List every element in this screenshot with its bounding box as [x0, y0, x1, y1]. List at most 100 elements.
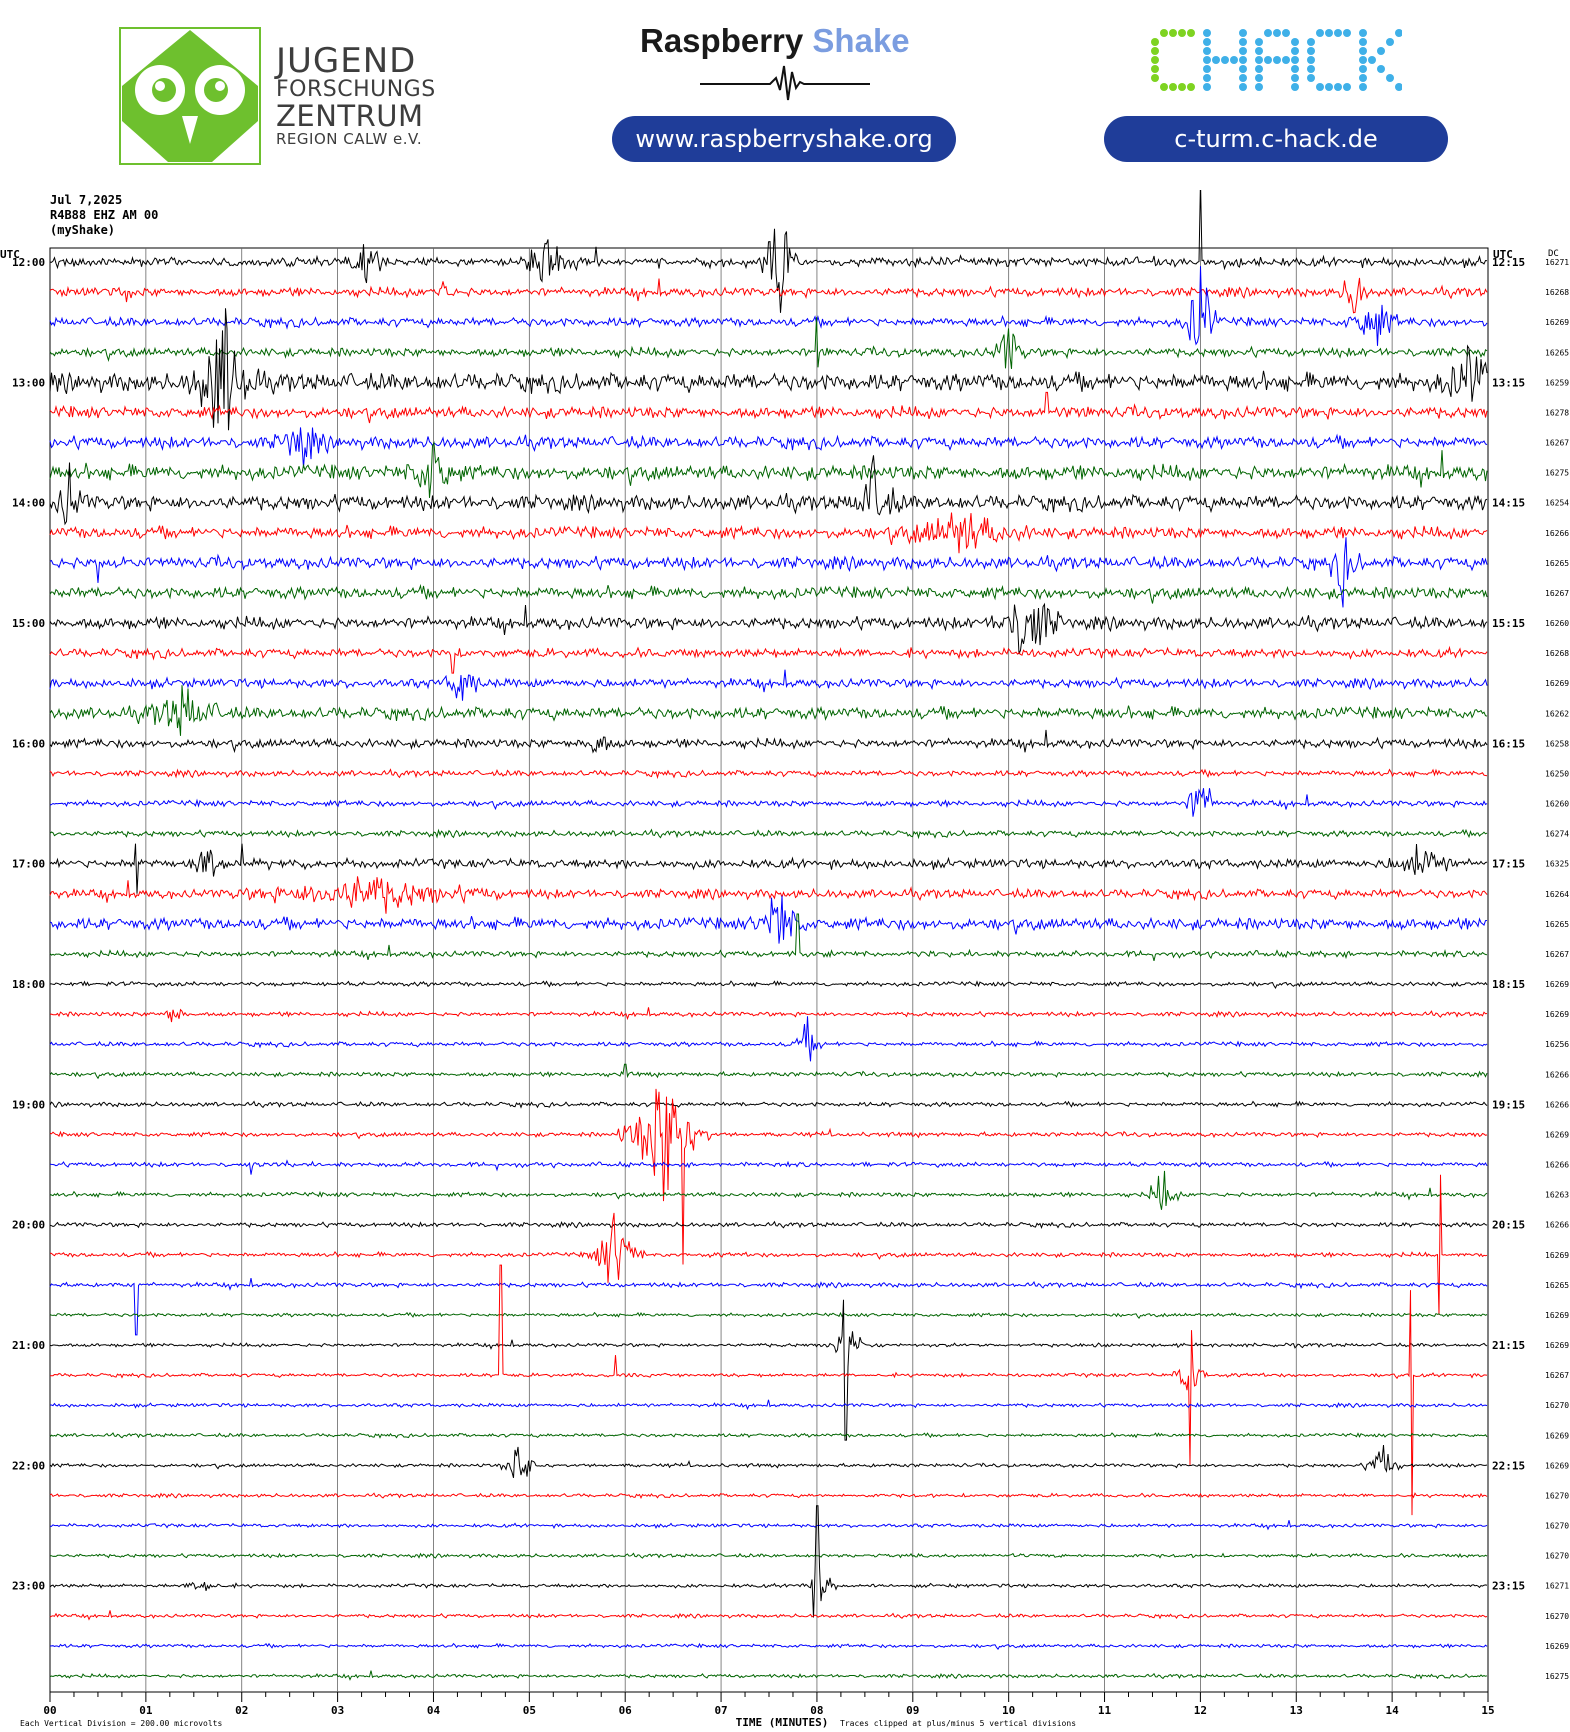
- chack-logo-dot: [1187, 83, 1195, 91]
- chack-logo-dot: [1203, 38, 1211, 46]
- chack-logo-dot: [1307, 74, 1315, 82]
- trace-line-41: [49, 1492, 1488, 1499]
- trace-line-15: [49, 685, 1488, 736]
- chack-logo-dot: [1255, 65, 1263, 73]
- x-tick-label: 07: [714, 1704, 727, 1717]
- chack-logo-dot: [1359, 38, 1367, 46]
- trace-line-4: [49, 308, 1488, 431]
- trace-line-17: [49, 768, 1488, 780]
- x-tick-label: 14: [1386, 1704, 1400, 1717]
- chack-logo-dot: [1359, 29, 1367, 37]
- dc-value: 16266: [1545, 1100, 1569, 1109]
- chack-logo-dot: [1282, 56, 1290, 64]
- dc-value: 16270: [1545, 1401, 1569, 1410]
- dc-value: 16266: [1545, 1221, 1569, 1230]
- dc-value: 16271: [1545, 258, 1569, 267]
- trace-line-46: [49, 1642, 1488, 1650]
- left-hour-label: 23:00: [12, 1580, 45, 1593]
- trace-line-22: [49, 895, 1488, 944]
- trace-line-16: [49, 729, 1488, 754]
- x-tick-label: 02: [235, 1704, 248, 1717]
- chack-logo-dot: [1282, 29, 1290, 37]
- chack-logo-dot: [1307, 38, 1315, 46]
- rs-url-link[interactable]: www.raspberryshake.org: [612, 116, 956, 162]
- chack-logo-dot: [1151, 47, 1159, 55]
- dc-value: 16269: [1545, 1341, 1569, 1350]
- chack-logo-dot: [1255, 56, 1263, 64]
- right-hour-label: 13:15: [1492, 376, 1525, 389]
- dc-value: 16269: [1545, 1311, 1569, 1320]
- dc-value: 16256: [1545, 1040, 1569, 1049]
- dc-value: 16265: [1545, 920, 1569, 929]
- chack-logo-dot: [1239, 65, 1247, 73]
- dc-value: 16267: [1545, 950, 1569, 959]
- dc-value: 16263: [1545, 1191, 1569, 1200]
- dc-value: 16268: [1545, 288, 1569, 297]
- chack-logo-dot: [1255, 47, 1263, 55]
- left-hour-label: 13:00: [12, 376, 45, 389]
- dc-value: 16270: [1545, 1522, 1569, 1531]
- chack-logo-dot: [1169, 83, 1177, 91]
- chack-url-link[interactable]: c-turm.c-hack.de: [1104, 116, 1448, 162]
- x-tick-label: 09: [906, 1704, 919, 1717]
- trace-line-40: [49, 1444, 1488, 1479]
- chack-logo-dot: [1395, 83, 1402, 91]
- x-tick-label: 06: [619, 1704, 633, 1717]
- chack-logo-dot: [1377, 47, 1385, 55]
- chack-logo-dot: [1203, 47, 1211, 55]
- right-hour-label: 22:15: [1492, 1459, 1525, 1472]
- jfz-logo: [118, 26, 418, 166]
- dc-value: 16269: [1545, 1130, 1569, 1139]
- dc-value: 16269: [1545, 980, 1569, 989]
- dc-value: 16275: [1545, 1672, 1569, 1681]
- chack-logo-dot: [1178, 83, 1186, 91]
- trace-line-33: [49, 1174, 1488, 1315]
- left-hour-label: 16:00: [12, 737, 45, 750]
- dc-value: 16254: [1545, 499, 1569, 508]
- dc-value: 16267: [1545, 589, 1569, 598]
- dc-value: 16260: [1545, 619, 1569, 628]
- chack-logo-dot: [1316, 83, 1324, 91]
- dc-value: 16274: [1545, 830, 1569, 839]
- plot-frame: [49, 247, 1489, 1693]
- chack-logo-dot: [1203, 83, 1211, 91]
- chack-logo-dot: [1203, 74, 1211, 82]
- dc-value: 16269: [1545, 679, 1569, 688]
- dc-value: 16265: [1545, 559, 1569, 568]
- chack-logo-dot: [1160, 83, 1168, 91]
- chack-logo-dot: [1264, 29, 1272, 37]
- trace-line-39: [49, 1432, 1488, 1439]
- org-line-1: JUGEND: [276, 41, 417, 81]
- dc-value: 16267: [1545, 1371, 1569, 1380]
- trace-line-11: [49, 583, 1488, 604]
- trace-line-27: [49, 1063, 1488, 1080]
- trace-line-37: [50, 1264, 1488, 1516]
- jfz-org-name: JUGEND FORSCHUNGS ZENTRUM REGION CALW e.…: [276, 44, 436, 148]
- x-tick-label: 13: [1290, 1704, 1303, 1717]
- plot-grid: [49, 247, 1489, 1702]
- chack-logo-dot: [1343, 83, 1351, 91]
- trace-line-30: [49, 1159, 1488, 1175]
- chack-logo-dot: [1325, 29, 1333, 37]
- org-line-2: FORSCHUNGS: [276, 77, 436, 102]
- chack-logo-dot: [1377, 65, 1385, 73]
- info-line: (myShake): [50, 223, 115, 237]
- dc-value: 16267: [1545, 439, 1569, 448]
- x-axis-label: TIME (MINUTES): [736, 1716, 829, 1729]
- trace-line-36: [49, 1299, 1488, 1441]
- chack-logo-dot: [1239, 56, 1247, 64]
- chack-logo-dot: [1255, 83, 1263, 91]
- info-line: R4B88 EHZ AM 00: [50, 208, 158, 222]
- trace-line-7: [49, 441, 1488, 498]
- chack-logo-dot: [1203, 56, 1211, 64]
- right-hour-label: 17:15: [1492, 858, 1525, 871]
- trace-line-25: [49, 1007, 1488, 1023]
- footer-right: Traces clipped at plus/minus 5 vertical …: [840, 1719, 1076, 1728]
- dc-title: DC: [1548, 249, 1559, 259]
- raspberry-shake-logo: Raspberry Shake: [640, 22, 910, 60]
- trace-line-24: [50, 980, 1488, 990]
- chack-logo-dot: [1291, 65, 1299, 73]
- left-hour-label: 20:00: [12, 1219, 45, 1232]
- chack-logo-dot: [1359, 83, 1367, 91]
